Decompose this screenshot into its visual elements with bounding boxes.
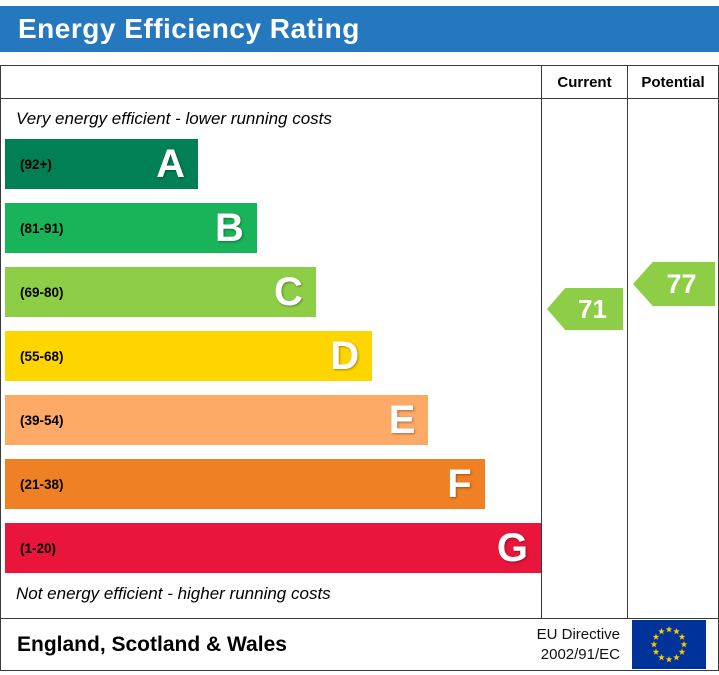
band-a-range-label: (92+) [20, 156, 52, 172]
header-spacer [1, 66, 541, 98]
band-c: (69-80) C [5, 267, 316, 317]
potential-column-header: Potential [627, 66, 718, 98]
band-e-letter: E [388, 398, 416, 442]
eu-directive-line1: EU Directive [536, 626, 620, 643]
band-g: (1-20) G [5, 523, 541, 573]
eu-flag-icon [632, 620, 706, 669]
band-c-range-label: (69-80) [20, 284, 64, 300]
potential-column: 77 [627, 99, 718, 618]
band-a-letter: A [156, 142, 185, 186]
table-footer: England, Scotland & Wales EU Directive 2… [1, 618, 718, 670]
band-a: (92+) A [5, 139, 198, 189]
band-g-letter: G [496, 526, 528, 570]
band-g-range-label: (1-20) [20, 540, 57, 556]
potential-rating-arrow: 77 [633, 262, 715, 306]
band-d: (55-68) D [5, 331, 373, 381]
current-column: 71 [541, 99, 627, 618]
top-note: Very energy efficient - lower running co… [16, 109, 332, 128]
band-f-letter: F [447, 462, 472, 506]
band-d-range-label: (55-68) [20, 348, 64, 364]
potential-rating-value: 77 [666, 268, 697, 299]
region-label: England, Scotland & Wales [17, 632, 287, 656]
band-b-range-label: (81-91) [20, 220, 64, 236]
bands: (92+) A (81-91) B (69-80) C (55-68) D [1, 139, 541, 573]
eu-directive-label: EU Directive 2002/91/EC [537, 625, 620, 664]
band-f-range-label: (21-38) [20, 476, 64, 492]
rating-table: Current Potential Very energy efficient … [0, 65, 719, 671]
current-rating-arrow: 71 [547, 288, 623, 330]
bottom-note: Not energy efficient - higher running co… [16, 584, 331, 603]
band-b-letter: B [215, 206, 244, 250]
table-header: Current Potential [1, 66, 718, 99]
title-bar: Energy Efficiency Rating [0, 6, 719, 52]
table-body: Very energy efficient - lower running co… [1, 99, 718, 618]
band-e: (39-54) E [5, 395, 429, 445]
current-rating-value: 71 [578, 293, 607, 324]
bands-area: Very energy efficient - lower running co… [1, 99, 541, 618]
band-b: (81-91) B [5, 203, 257, 253]
band-c-letter: C [273, 270, 303, 314]
band-f: (21-38) F [5, 459, 485, 509]
page-title: Energy Efficiency Rating [18, 13, 360, 44]
eu-directive-line2: 2002/91/EC [540, 645, 620, 663]
band-d-letter: D [330, 334, 360, 378]
current-column-header: Current [541, 66, 627, 98]
band-e-range-label: (39-54) [20, 412, 64, 428]
